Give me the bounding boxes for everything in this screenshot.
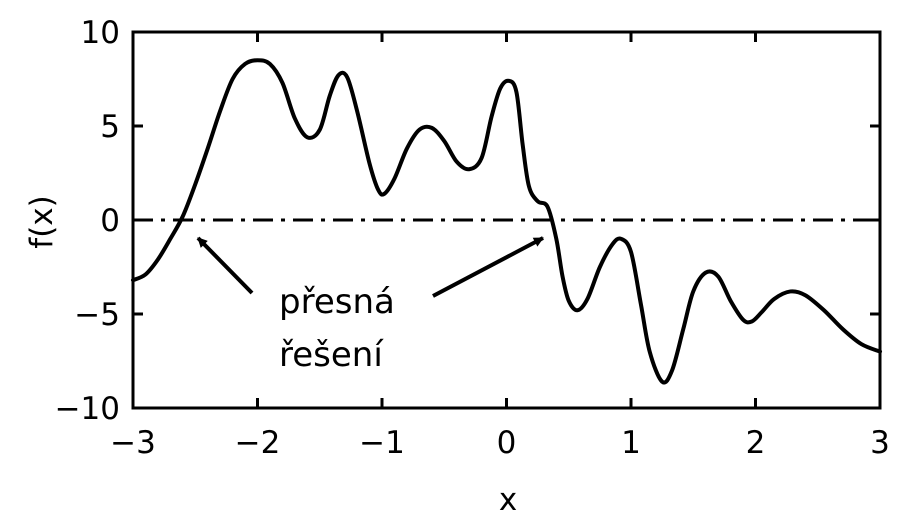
- y-tick-label: 0: [100, 203, 120, 239]
- x-tick-label: 2: [746, 425, 766, 461]
- y-tick-label: 5: [100, 109, 120, 145]
- y-axis-label: f(x): [24, 195, 60, 248]
- annotation-line-1: přesná: [279, 282, 395, 322]
- function-curve: [131, 58, 882, 385]
- x-tick-label: −2: [235, 425, 281, 461]
- annotation-arrow-left: [196, 236, 254, 295]
- tick-marks: [131, 30, 882, 410]
- y-tick-labels: −10 −5 0 5 10: [55, 15, 120, 427]
- y-tick-label: −10: [55, 391, 120, 427]
- x-tick-label: −1: [359, 425, 405, 461]
- y-tick-label: −5: [74, 297, 120, 333]
- x-tick-label: 1: [621, 425, 641, 461]
- annotation-line-2: řešení: [279, 335, 384, 375]
- x-axis-label: x: [499, 482, 517, 518]
- x-tick-label: 0: [497, 425, 517, 461]
- y-tick-label: 10: [81, 15, 120, 51]
- annotation-arrow-right: [432, 236, 544, 298]
- x-tick-label: −3: [110, 425, 156, 461]
- x-tick-label: 3: [870, 425, 890, 461]
- x-tick-labels: −3 −2 −1 0 1 2 3: [110, 425, 890, 461]
